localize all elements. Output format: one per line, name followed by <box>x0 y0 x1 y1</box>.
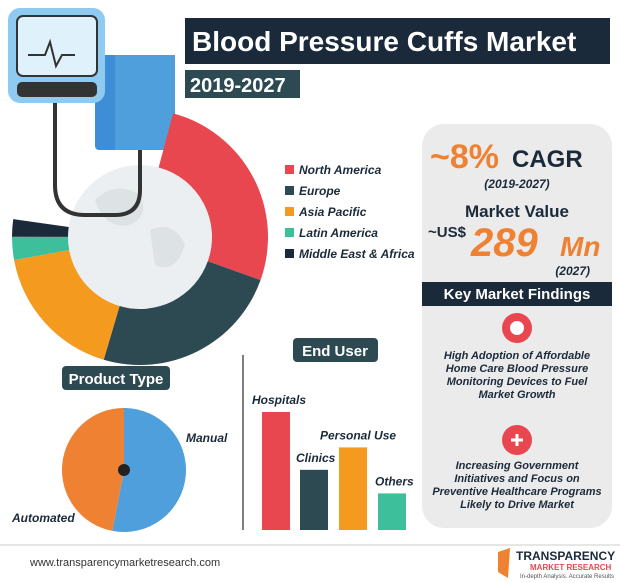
legend-label: North America <box>299 163 382 177</box>
legend-swatch <box>285 186 294 195</box>
cuff-band <box>115 55 175 150</box>
bar-label: Others <box>375 474 414 488</box>
bar-label: Hospitals <box>252 393 306 407</box>
pie-label: Automated <box>11 511 75 525</box>
bar <box>262 412 290 530</box>
legend-label: Asia Pacific <box>298 205 367 219</box>
year: (2027) <box>555 264 590 278</box>
donut-segment <box>158 113 268 281</box>
monitor-buttons <box>17 82 97 97</box>
currency: ~US$ <box>428 224 467 241</box>
pie-label: Manual <box>186 431 228 445</box>
title-bar <box>185 18 610 64</box>
brand-sub: MARKET RESEARCH <box>530 563 612 572</box>
pulse-line <box>28 38 75 69</box>
pie-slice <box>112 408 187 532</box>
footer-url: www.transparencymarketresearch.com <box>29 557 220 569</box>
donut-segment <box>14 250 120 360</box>
findings-title: Key Market Findings <box>444 286 591 303</box>
finding-icon-cross <box>511 434 523 446</box>
tube <box>53 100 142 217</box>
legend-swatch <box>285 207 294 216</box>
cagr-value: ~8% <box>430 138 499 176</box>
end-user-box <box>293 338 378 362</box>
product-type-box <box>62 366 170 390</box>
brand: TRANSPARENCY <box>516 549 615 563</box>
bar-label: Personal Use <box>320 428 396 442</box>
legend-label: Latin America <box>299 226 378 240</box>
findings-bar <box>422 282 612 306</box>
subtitle-bar <box>185 70 300 98</box>
end-user-title: End User <box>302 343 368 360</box>
legend-swatch <box>285 165 294 174</box>
finding-icon-dial <box>510 321 524 335</box>
subtitle: 2019-2027 <box>190 75 286 97</box>
bar <box>339 447 367 530</box>
bar-label: Clinics <box>296 451 336 465</box>
pie-center <box>118 464 130 476</box>
title: Blood Pressure Cuffs Market <box>192 26 576 57</box>
amount: 289 <box>470 221 538 265</box>
monitor-screen <box>16 15 98 77</box>
legend-swatch <box>285 228 294 237</box>
finding-text: Increasing Government Initiatives and Fo… <box>432 460 602 511</box>
globe-land <box>95 188 185 268</box>
legend-swatch <box>285 249 294 258</box>
finding-text: High Adoption of Affordable Home Care Bl… <box>443 350 591 401</box>
donut-segment <box>12 236 70 261</box>
unit: Mn <box>560 231 600 262</box>
tagline: In-depth Analysis. Accurate Results <box>520 574 614 580</box>
bar <box>300 469 328 530</box>
donut-segment <box>12 219 69 237</box>
logo-mark <box>498 548 510 578</box>
legend-label: Middle East & Africa <box>299 247 415 261</box>
cagr-label: CAGR <box>512 146 583 173</box>
bar <box>378 493 406 530</box>
cagr-period: (2019-2027) <box>484 177 549 191</box>
market-label: Market Value <box>465 202 569 221</box>
product-type-title: Product Type <box>69 371 164 388</box>
legend-label: Europe <box>299 184 341 198</box>
donut-segment <box>103 261 261 366</box>
pie-slice <box>62 408 124 531</box>
